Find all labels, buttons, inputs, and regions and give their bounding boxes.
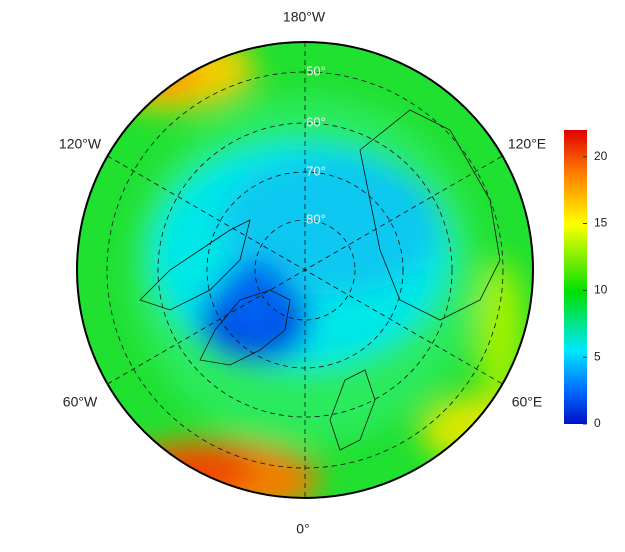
map-boundary: [76, 41, 534, 499]
latitude-label: 80°: [306, 211, 326, 226]
colorbar-tick-label: 5: [594, 349, 601, 363]
latitude-label: 50°: [306, 63, 326, 78]
graticule: [106, 42, 504, 498]
longitude-label: 60°W: [63, 394, 98, 410]
longitude-label: 120°W: [59, 136, 102, 152]
colorbar-tick-label: 0: [594, 416, 601, 430]
data-field: [77, 42, 533, 498]
longitude-label: 0°: [296, 521, 309, 537]
colorbar-tick-label: 10: [594, 283, 608, 297]
colorbar: [564, 130, 587, 424]
colorbar-tick-label: 15: [594, 216, 608, 230]
latitude-label: 70°: [306, 163, 326, 178]
latitude-label: 60°: [306, 114, 326, 129]
longitude-label: 60°E: [512, 394, 543, 410]
longitude-label: 180°W: [283, 9, 326, 25]
longitude-label: 120°E: [508, 136, 546, 152]
colorbar-tick-label: 20: [594, 149, 608, 163]
